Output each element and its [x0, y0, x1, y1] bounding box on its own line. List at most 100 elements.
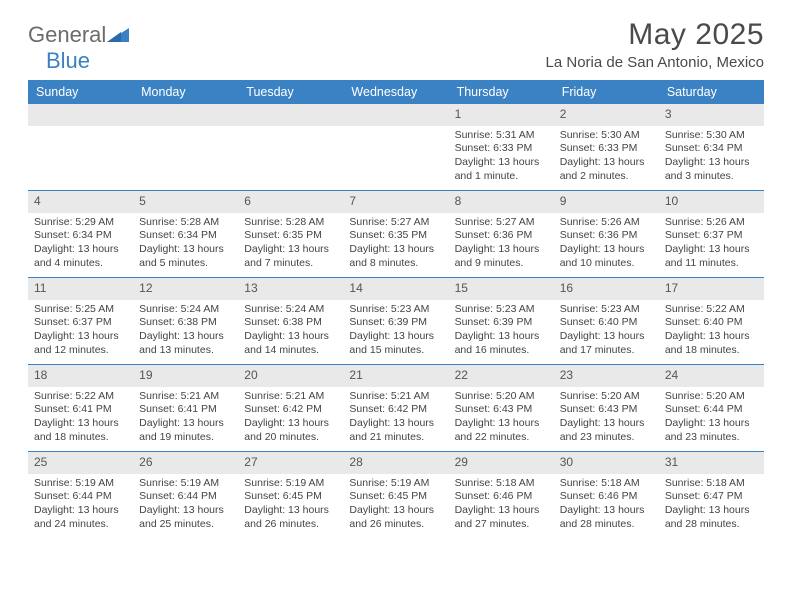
daylight-text: Daylight: 13 hours and 28 minutes. — [665, 504, 758, 531]
daylight-text: Daylight: 13 hours and 13 minutes. — [139, 330, 232, 357]
day-number: 8 — [449, 191, 554, 213]
header-right: May 2025 La Noria de San Antonio, Mexico — [546, 18, 764, 71]
daynum-bar-empty — [133, 104, 238, 126]
sunrise-text: Sunrise: 5:28 AM — [139, 216, 232, 230]
calendar-week: 4Sunrise: 5:29 AMSunset: 6:34 PMDaylight… — [28, 191, 764, 278]
calendar-cell: 21Sunrise: 5:21 AMSunset: 6:42 PMDayligh… — [343, 365, 448, 451]
day-details: Sunrise: 5:23 AMSunset: 6:40 PMDaylight:… — [554, 300, 659, 363]
day-details: Sunrise: 5:31 AMSunset: 6:33 PMDaylight:… — [449, 126, 554, 189]
day-details: Sunrise: 5:20 AMSunset: 6:44 PMDaylight:… — [659, 387, 764, 450]
sunset-text: Sunset: 6:34 PM — [139, 229, 232, 243]
day-details: Sunrise: 5:19 AMSunset: 6:44 PMDaylight:… — [28, 474, 133, 537]
sunset-text: Sunset: 6:33 PM — [560, 142, 653, 156]
day-number: 19 — [133, 365, 238, 387]
calendar-cell: 8Sunrise: 5:27 AMSunset: 6:36 PMDaylight… — [449, 191, 554, 277]
weekday-header: Thursday — [449, 80, 554, 104]
calendar-cell: 9Sunrise: 5:26 AMSunset: 6:36 PMDaylight… — [554, 191, 659, 277]
day-details: Sunrise: 5:18 AMSunset: 6:46 PMDaylight:… — [449, 474, 554, 537]
day-details: Sunrise: 5:25 AMSunset: 6:37 PMDaylight:… — [28, 300, 133, 363]
sunrise-text: Sunrise: 5:26 AM — [560, 216, 653, 230]
daylight-text: Daylight: 13 hours and 26 minutes. — [349, 504, 442, 531]
page-header: General Blue May 2025 La Noria de San An… — [28, 18, 764, 74]
calendar-cell: 23Sunrise: 5:20 AMSunset: 6:43 PMDayligh… — [554, 365, 659, 451]
sunset-text: Sunset: 6:47 PM — [665, 490, 758, 504]
day-number: 13 — [238, 278, 343, 300]
calendar-cell — [343, 104, 448, 190]
calendar-cell: 28Sunrise: 5:19 AMSunset: 6:45 PMDayligh… — [343, 452, 448, 538]
calendar-cell: 1Sunrise: 5:31 AMSunset: 6:33 PMDaylight… — [449, 104, 554, 190]
calendar-cell: 22Sunrise: 5:20 AMSunset: 6:43 PMDayligh… — [449, 365, 554, 451]
daynum-bar-empty — [343, 104, 448, 126]
day-details: Sunrise: 5:19 AMSunset: 6:45 PMDaylight:… — [238, 474, 343, 537]
day-number: 25 — [28, 452, 133, 474]
sunrise-text: Sunrise: 5:21 AM — [139, 390, 232, 404]
calendar-week: 11Sunrise: 5:25 AMSunset: 6:37 PMDayligh… — [28, 278, 764, 365]
day-number: 29 — [449, 452, 554, 474]
day-number: 23 — [554, 365, 659, 387]
daylight-text: Daylight: 13 hours and 14 minutes. — [244, 330, 337, 357]
sunrise-text: Sunrise: 5:25 AM — [34, 303, 127, 317]
day-details: Sunrise: 5:22 AMSunset: 6:40 PMDaylight:… — [659, 300, 764, 363]
day-details: Sunrise: 5:20 AMSunset: 6:43 PMDaylight:… — [554, 387, 659, 450]
daylight-text: Daylight: 13 hours and 3 minutes. — [665, 156, 758, 183]
calendar-cell: 25Sunrise: 5:19 AMSunset: 6:44 PMDayligh… — [28, 452, 133, 538]
sunset-text: Sunset: 6:40 PM — [665, 316, 758, 330]
sunset-text: Sunset: 6:34 PM — [665, 142, 758, 156]
calendar-cell — [238, 104, 343, 190]
sunrise-text: Sunrise: 5:23 AM — [455, 303, 548, 317]
daylight-text: Daylight: 13 hours and 12 minutes. — [34, 330, 127, 357]
day-number: 28 — [343, 452, 448, 474]
sunset-text: Sunset: 6:45 PM — [349, 490, 442, 504]
day-details: Sunrise: 5:30 AMSunset: 6:33 PMDaylight:… — [554, 126, 659, 189]
sunset-text: Sunset: 6:36 PM — [455, 229, 548, 243]
sunset-text: Sunset: 6:44 PM — [139, 490, 232, 504]
calendar-weeks: 1Sunrise: 5:31 AMSunset: 6:33 PMDaylight… — [28, 104, 764, 538]
sunrise-text: Sunrise: 5:26 AM — [665, 216, 758, 230]
calendar-cell: 14Sunrise: 5:23 AMSunset: 6:39 PMDayligh… — [343, 278, 448, 364]
sunset-text: Sunset: 6:33 PM — [455, 142, 548, 156]
day-details: Sunrise: 5:27 AMSunset: 6:35 PMDaylight:… — [343, 213, 448, 276]
sunrise-text: Sunrise: 5:23 AM — [349, 303, 442, 317]
day-number: 7 — [343, 191, 448, 213]
weekday-header: Saturday — [659, 80, 764, 104]
calendar-week: 25Sunrise: 5:19 AMSunset: 6:44 PMDayligh… — [28, 452, 764, 538]
day-number: 31 — [659, 452, 764, 474]
daylight-text: Daylight: 13 hours and 1 minute. — [455, 156, 548, 183]
day-number: 21 — [343, 365, 448, 387]
day-details: Sunrise: 5:28 AMSunset: 6:35 PMDaylight:… — [238, 213, 343, 276]
sunset-text: Sunset: 6:45 PM — [244, 490, 337, 504]
weekday-header: Sunday — [28, 80, 133, 104]
day-number: 16 — [554, 278, 659, 300]
day-details: Sunrise: 5:19 AMSunset: 6:45 PMDaylight:… — [343, 474, 448, 537]
sunset-text: Sunset: 6:39 PM — [455, 316, 548, 330]
calendar-week: 1Sunrise: 5:31 AMSunset: 6:33 PMDaylight… — [28, 104, 764, 191]
day-number: 24 — [659, 365, 764, 387]
daylight-text: Daylight: 13 hours and 9 minutes. — [455, 243, 548, 270]
day-number: 17 — [659, 278, 764, 300]
sunrise-text: Sunrise: 5:20 AM — [560, 390, 653, 404]
daylight-text: Daylight: 13 hours and 16 minutes. — [455, 330, 548, 357]
daylight-text: Daylight: 13 hours and 11 minutes. — [665, 243, 758, 270]
sunrise-text: Sunrise: 5:20 AM — [665, 390, 758, 404]
sunrise-text: Sunrise: 5:19 AM — [244, 477, 337, 491]
sunset-text: Sunset: 6:35 PM — [244, 229, 337, 243]
calendar-page: General Blue May 2025 La Noria de San An… — [0, 0, 792, 538]
sunset-text: Sunset: 6:38 PM — [244, 316, 337, 330]
sunset-text: Sunset: 6:37 PM — [34, 316, 127, 330]
sunset-text: Sunset: 6:36 PM — [560, 229, 653, 243]
daylight-text: Daylight: 13 hours and 7 minutes. — [244, 243, 337, 270]
calendar-cell: 20Sunrise: 5:21 AMSunset: 6:42 PMDayligh… — [238, 365, 343, 451]
sunset-text: Sunset: 6:41 PM — [34, 403, 127, 417]
sunset-text: Sunset: 6:35 PM — [349, 229, 442, 243]
day-details: Sunrise: 5:23 AMSunset: 6:39 PMDaylight:… — [449, 300, 554, 363]
day-details: Sunrise: 5:21 AMSunset: 6:42 PMDaylight:… — [238, 387, 343, 450]
sunrise-text: Sunrise: 5:19 AM — [139, 477, 232, 491]
weekday-header: Friday — [554, 80, 659, 104]
sunset-text: Sunset: 6:46 PM — [560, 490, 653, 504]
sunrise-text: Sunrise: 5:27 AM — [349, 216, 442, 230]
daylight-text: Daylight: 13 hours and 2 minutes. — [560, 156, 653, 183]
day-details: Sunrise: 5:21 AMSunset: 6:42 PMDaylight:… — [343, 387, 448, 450]
calendar-cell: 15Sunrise: 5:23 AMSunset: 6:39 PMDayligh… — [449, 278, 554, 364]
month-title: May 2025 — [546, 18, 764, 52]
calendar-cell: 13Sunrise: 5:24 AMSunset: 6:38 PMDayligh… — [238, 278, 343, 364]
